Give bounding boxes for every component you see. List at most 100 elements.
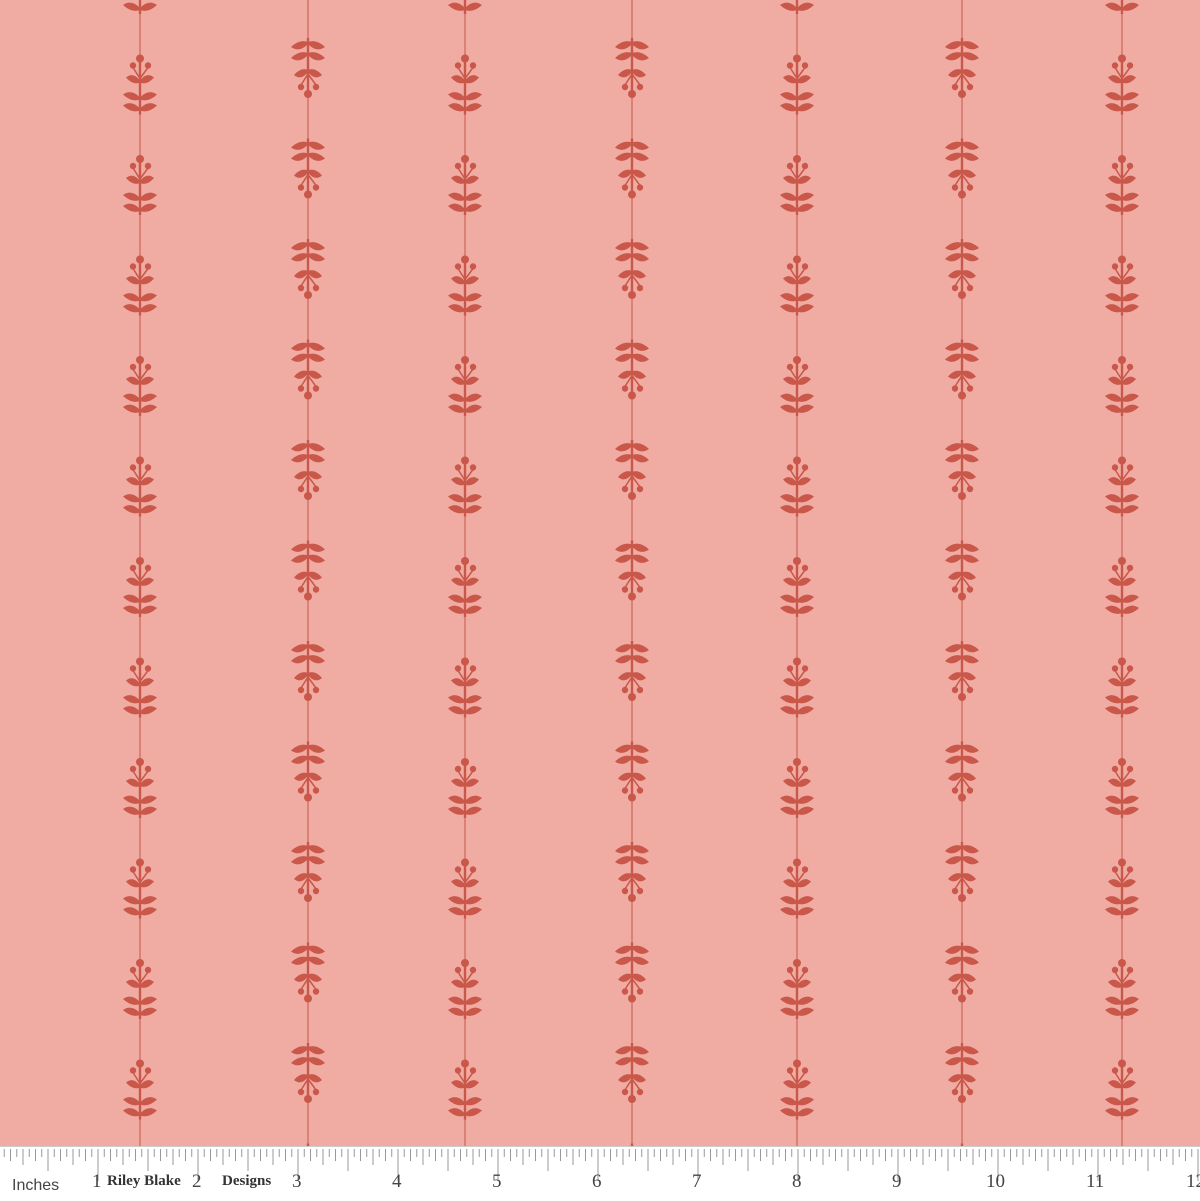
leaf	[962, 1057, 979, 1066]
leaf	[465, 907, 482, 916]
bud	[312, 887, 320, 895]
leaf	[126, 75, 140, 84]
leaf	[945, 554, 962, 563]
leaf	[1105, 293, 1122, 302]
leaf	[1105, 494, 1122, 503]
leaf	[618, 471, 632, 480]
leaf	[1105, 605, 1122, 614]
leaf	[1122, 1080, 1136, 1089]
leaf	[797, 192, 814, 201]
bud	[636, 887, 644, 895]
bud	[1126, 665, 1134, 672]
leaf	[308, 554, 325, 563]
leaf	[632, 370, 646, 379]
leaf	[945, 454, 962, 463]
bud	[621, 184, 629, 191]
leaf	[615, 152, 632, 161]
leaf	[308, 1057, 325, 1066]
leaf	[1122, 979, 1136, 988]
bud	[469, 966, 477, 974]
leaf	[797, 203, 814, 212]
bud	[966, 485, 974, 493]
sprig-motif	[123, 54, 157, 115]
ruler-number-10: 10	[986, 1171, 1005, 1192]
sprig-motif	[780, 657, 814, 718]
leaf	[945, 141, 962, 150]
leaf	[615, 554, 632, 563]
leaf	[1122, 276, 1136, 285]
bud	[1126, 62, 1134, 69]
bud	[786, 564, 794, 572]
leaf	[126, 477, 140, 486]
leaf	[123, 605, 140, 614]
sprig-motif	[945, 440, 979, 500]
bud	[621, 83, 629, 91]
leaf	[962, 845, 979, 854]
leaf	[632, 755, 649, 764]
leaf	[1105, 505, 1122, 514]
leaf	[465, 1080, 479, 1089]
leaf	[123, 304, 140, 313]
leaf	[140, 806, 157, 815]
leaf	[780, 293, 797, 302]
leaf	[962, 253, 979, 262]
bud	[801, 966, 809, 974]
leaf	[1108, 778, 1122, 787]
bud	[1126, 263, 1134, 270]
bud	[454, 866, 462, 873]
leaf	[962, 973, 976, 982]
leaf	[962, 744, 979, 753]
leaf	[632, 41, 649, 50]
leaf	[465, 477, 479, 486]
leaf	[308, 1046, 325, 1055]
sprig-motif	[780, 356, 814, 416]
bud	[297, 686, 305, 694]
leaf	[308, 644, 325, 653]
leaf	[294, 69, 308, 78]
leaf	[448, 594, 465, 603]
sprig-motif	[291, 339, 325, 400]
leaf	[465, 192, 482, 201]
leaf	[308, 1074, 322, 1083]
leaf	[945, 1057, 962, 1066]
leaf	[945, 353, 962, 362]
leaf	[1122, 404, 1139, 413]
bud	[621, 586, 629, 593]
bud	[129, 564, 137, 572]
leaf	[140, 276, 154, 285]
bud	[454, 765, 462, 773]
leaf	[140, 879, 154, 888]
leaf	[962, 755, 979, 764]
bud	[801, 464, 809, 471]
leaf	[615, 52, 632, 61]
leaf	[632, 945, 649, 954]
sprig-motif	[945, 540, 979, 601]
leaf	[780, 103, 797, 112]
leaf	[615, 454, 632, 463]
bud	[786, 464, 794, 471]
bud	[469, 765, 477, 773]
leaf	[140, 494, 157, 503]
leaf	[1105, 806, 1122, 815]
leaf	[308, 945, 325, 954]
bud	[1111, 62, 1119, 69]
leaf	[308, 270, 322, 279]
leaf	[780, 695, 797, 704]
leaf	[140, 1080, 154, 1089]
leaf	[291, 353, 308, 362]
leaf	[123, 594, 140, 603]
leaf	[448, 404, 465, 413]
leaf	[465, 594, 482, 603]
bud	[144, 765, 152, 773]
leaf	[945, 52, 962, 61]
leaf	[123, 494, 140, 503]
leaf	[632, 554, 649, 563]
leaf	[632, 69, 646, 78]
ruler-brand-designs: Designs	[222, 1173, 272, 1189]
leaf	[308, 141, 325, 150]
leaf	[962, 41, 979, 50]
leaf	[291, 856, 308, 865]
leaf	[291, 152, 308, 161]
sprig-motif	[780, 54, 814, 115]
sprig-motif	[448, 255, 482, 316]
